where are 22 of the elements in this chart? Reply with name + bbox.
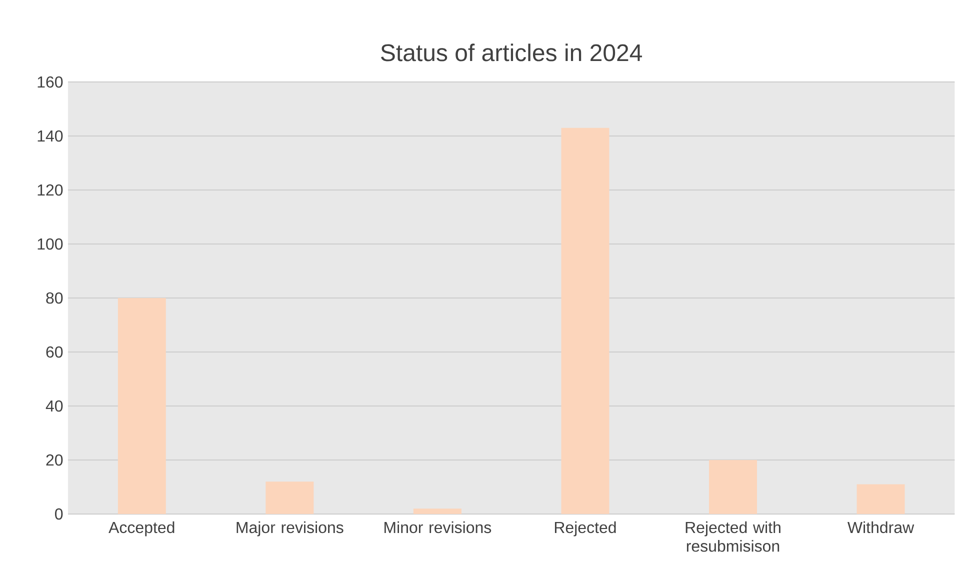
y-tick-label: 0: [55, 508, 63, 520]
x-tick-label: Minor revisions: [384, 521, 492, 534]
bar: [709, 460, 757, 514]
chart-title: Status of articles in 2024: [381, 44, 642, 62]
x-tick-label: Withdraw: [847, 521, 914, 534]
bar: [118, 298, 166, 514]
bar: [561, 128, 610, 514]
bar: [856, 484, 905, 514]
y-tick-label: 20: [46, 454, 63, 466]
y-tick-label: 100: [38, 238, 63, 250]
x-tick-label: Accepted: [108, 521, 174, 536]
y-tick-label: 60: [46, 346, 63, 358]
y-tick-label: 80: [46, 292, 63, 304]
x-tick-label: Rejected: [554, 521, 616, 536]
y-tick-label: 120: [38, 184, 63, 196]
y-tick-label: 140: [38, 130, 63, 142]
bar: [413, 508, 462, 514]
x-tick-label: Major revisions: [236, 521, 344, 536]
bar: [266, 482, 314, 514]
x-tick-label: Rejected with resubmisison: [686, 521, 780, 552]
y-tick-label: 40: [46, 400, 63, 412]
y-tick-label: 160: [38, 76, 63, 88]
